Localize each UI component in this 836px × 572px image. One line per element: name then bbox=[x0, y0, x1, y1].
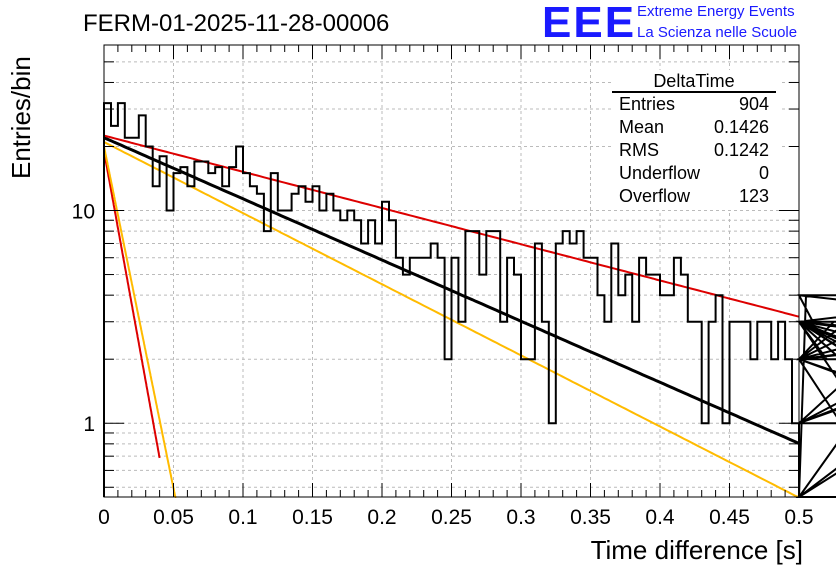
stats-row-value: 0.1242 bbox=[714, 140, 769, 160]
stats-row-label: Entries bbox=[619, 94, 675, 114]
x-tick-label: 0.05 bbox=[153, 506, 194, 529]
fit-red-slow bbox=[103, 134, 800, 318]
x-tick-label: 0.15 bbox=[292, 506, 333, 529]
stats-row-label: RMS bbox=[619, 140, 659, 160]
x-tick-label: 0.3 bbox=[506, 506, 535, 529]
stats-row-label: Mean bbox=[619, 117, 664, 137]
stats-row-value: 904 bbox=[739, 94, 769, 114]
y-tick-label: 10 bbox=[72, 201, 95, 224]
logo-tagline-2: La Scienza nelle Scuole bbox=[637, 24, 798, 41]
stats-box-background bbox=[612, 70, 782, 210]
x-tick-label: 0 bbox=[98, 506, 110, 529]
y-axis-label: Entries/bin bbox=[6, 56, 36, 179]
logo-tagline-1: Extreme Energy Events bbox=[637, 3, 795, 20]
x-tick-label: 0.4 bbox=[645, 506, 675, 529]
grid-lines bbox=[104, 44, 799, 497]
axis-ticks bbox=[103, 44, 800, 497]
x-tick-label: 0.2 bbox=[367, 506, 396, 529]
stats-row-label: Underflow bbox=[619, 163, 701, 183]
tick-labels: 0 0.05 0.1 0.15 0.2 0.25 0.3 0.35 0.4 0.45 0.5 1 10 bbox=[72, 201, 814, 529]
stats-row-value: 0 bbox=[759, 163, 769, 183]
fit-orange-fast bbox=[103, 146, 177, 498]
stats-row-value: 123 bbox=[739, 186, 769, 206]
run-title: FERM-01-2025-11-28-00006 bbox=[83, 10, 390, 37]
stats-box-title: DeltaTime bbox=[653, 71, 734, 91]
stats-row-value: 0.1426 bbox=[714, 117, 769, 137]
x-axis-label: Time difference [s] bbox=[591, 535, 803, 565]
x-tick-label: 0.5 bbox=[784, 506, 813, 529]
x-tick-label: 0.45 bbox=[709, 506, 750, 529]
stats-box: DeltaTime Entries 904 Mean 0.1426 RMS 0.1242 U… bbox=[612, 70, 782, 210]
stats-row-label: Overflow bbox=[619, 186, 691, 206]
plot-frame bbox=[103, 44, 800, 498]
x-tick-label: 0.25 bbox=[431, 506, 472, 529]
x-tick-label: 0.35 bbox=[570, 506, 611, 529]
fit-red-fast bbox=[103, 151, 161, 459]
y-tick-label: 1 bbox=[83, 413, 95, 436]
eee-logo: EEE bbox=[542, 0, 637, 47]
x-tick-label: 0.1 bbox=[228, 506, 257, 529]
